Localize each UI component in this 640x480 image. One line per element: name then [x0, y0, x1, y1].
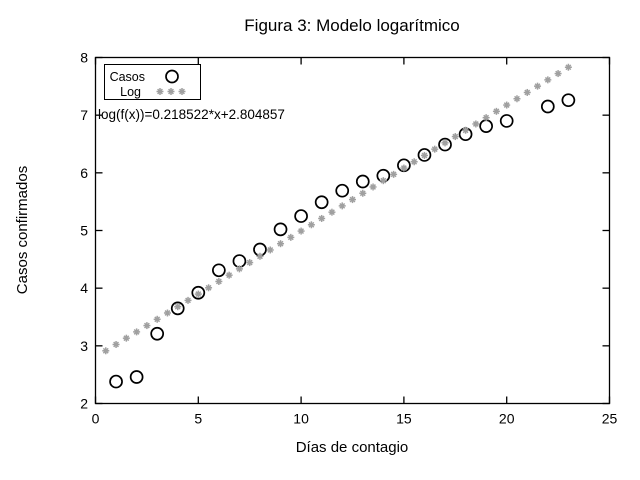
data-point-casos	[232, 254, 247, 268]
data-point-log	[451, 132, 460, 141]
data-point-log	[132, 327, 141, 337]
data-point-log	[286, 233, 296, 242]
data-point-log	[502, 100, 511, 110]
y-tick-label: 2	[80, 396, 88, 412]
series-casos-points	[109, 93, 576, 389]
data-point-log	[163, 308, 172, 318]
data-point-log	[245, 258, 254, 267]
data-point-casos	[540, 99, 555, 114]
data-point-casos	[335, 183, 350, 198]
x-tick-label: 15	[396, 411, 412, 427]
data-point-log	[307, 220, 316, 230]
data-point-log	[440, 138, 450, 148]
data-point-log	[183, 296, 193, 305]
y-tick-label: 8	[80, 50, 88, 66]
data-point-log	[111, 340, 121, 349]
x-tick-label: 20	[499, 411, 515, 427]
data-point-log	[409, 157, 419, 167]
data-point-log	[194, 289, 203, 299]
data-point-log	[533, 81, 542, 91]
data-point-log	[255, 252, 265, 261]
y-tick-label: 5	[80, 223, 88, 239]
data-point-log	[348, 195, 357, 204]
x-tick-label: 0	[92, 411, 100, 427]
data-point-log	[523, 88, 532, 97]
data-point-log	[368, 182, 378, 192]
data-point-casos	[561, 93, 576, 108]
data-point-log	[204, 283, 213, 293]
data-point-casos	[129, 370, 144, 384]
chart-title: Figura 3: Modelo logarítmico	[244, 16, 459, 35]
data-point-log	[266, 245, 275, 255]
y-tick-label: 6	[80, 165, 88, 181]
fit-equation-label: log(f(x))=0.218522*x+2.804857	[98, 107, 285, 122]
legend-label-casos: Casos	[110, 70, 145, 84]
data-point-casos	[438, 137, 452, 152]
data-point-casos	[479, 119, 493, 133]
data-point-log	[564, 63, 573, 72]
data-point-log	[101, 346, 111, 356]
data-point-casos	[499, 114, 514, 128]
data-point-log	[471, 119, 481, 129]
y-axis-label: Casos confirmados	[14, 166, 31, 294]
data-point-log	[379, 176, 388, 185]
data-point-log	[173, 302, 182, 311]
data-point-log	[214, 277, 224, 286]
data-point-log	[512, 94, 522, 104]
data-point-log	[389, 170, 398, 179]
data-point-log	[224, 270, 234, 280]
legend: Casos Log	[104, 64, 201, 100]
x-tick-label: 5	[194, 411, 202, 427]
data-point-casos	[355, 174, 370, 189]
data-point-log	[337, 201, 347, 211]
data-point-log	[276, 239, 285, 248]
data-point-log	[420, 151, 429, 160]
data-point-log	[296, 226, 306, 236]
x-tick-label: 10	[293, 411, 309, 427]
legend-label-log: Log	[120, 85, 141, 99]
data-point-log	[543, 75, 553, 85]
casos-marker-icon	[165, 69, 179, 84]
y-tick-label: 7	[80, 107, 88, 123]
data-point-log	[152, 315, 162, 324]
data-point-log	[122, 333, 131, 343]
data-point-log	[327, 207, 337, 217]
data-point-casos	[170, 301, 185, 316]
data-point-casos	[191, 285, 206, 300]
x-tick-label: 25	[602, 411, 618, 427]
y-tick-label: 4	[80, 280, 88, 296]
data-point-log	[358, 189, 368, 198]
data-point-log	[492, 107, 501, 116]
data-point-casos	[150, 326, 165, 341]
y-tick-label: 3	[80, 338, 88, 354]
data-point-casos	[273, 222, 288, 237]
data-point-casos	[294, 209, 308, 223]
x-axis-label: Días de contagio	[296, 439, 409, 456]
data-point-casos	[212, 263, 226, 278]
data-point-log	[317, 214, 326, 223]
data-point-casos	[109, 374, 123, 389]
data-point-log	[553, 69, 563, 78]
data-point-casos	[314, 195, 329, 210]
data-point-log	[430, 144, 439, 154]
axis-ticks: 0 5 10 15 20 25 2 3 4 5 6 7 8	[80, 50, 617, 427]
data-point-casos	[417, 148, 432, 162]
data-point-log	[142, 321, 152, 330]
